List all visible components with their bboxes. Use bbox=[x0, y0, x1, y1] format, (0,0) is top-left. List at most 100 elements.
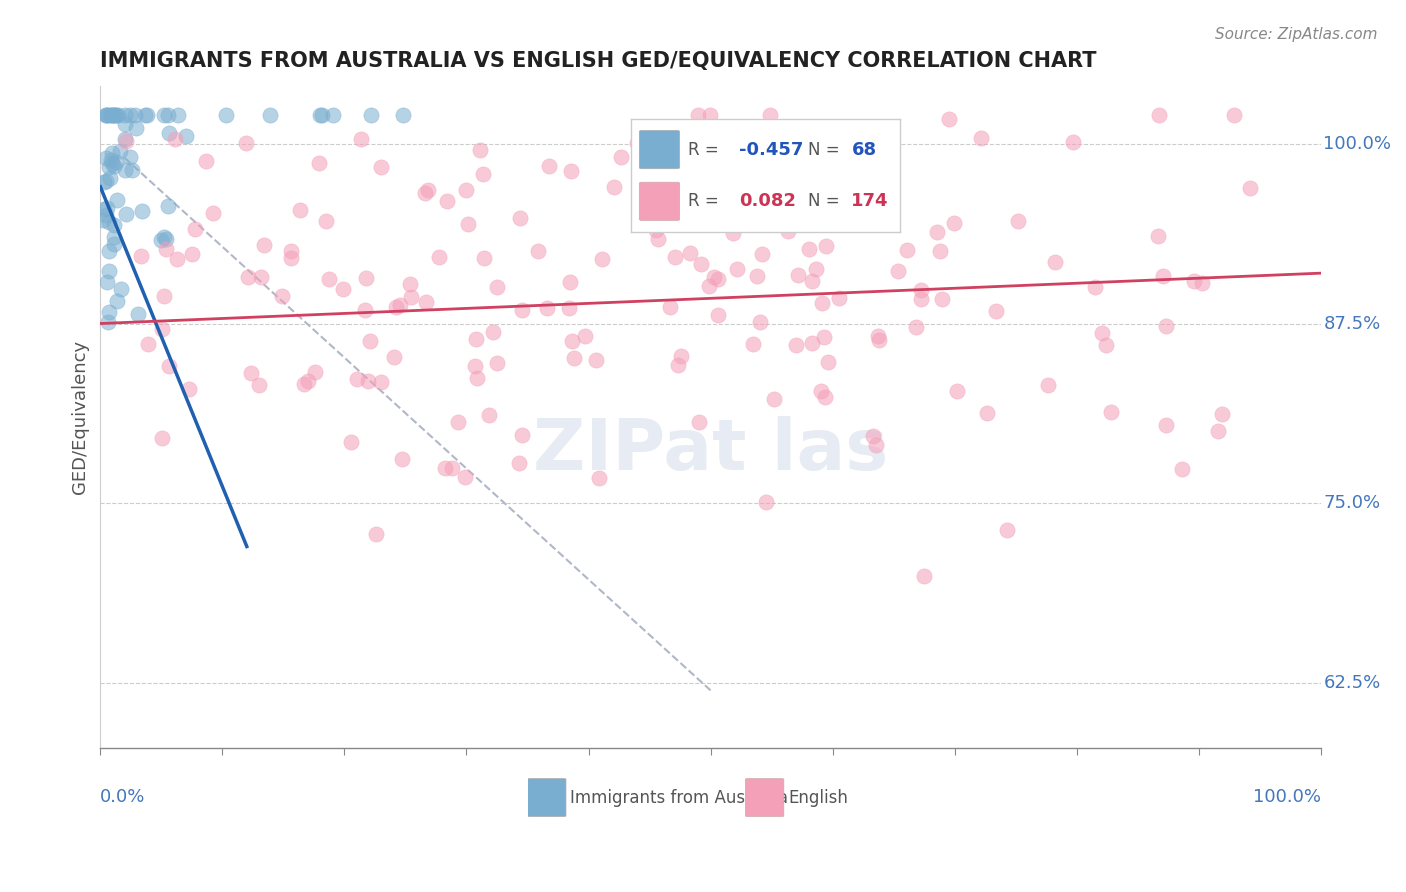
Point bbox=[585, 352, 607, 367]
Point bbox=[725, 262, 748, 277]
Point bbox=[1091, 326, 1114, 340]
Point bbox=[131, 203, 153, 218]
Point bbox=[560, 275, 582, 289]
Point bbox=[215, 108, 238, 122]
Point bbox=[910, 292, 932, 306]
Point bbox=[101, 108, 124, 122]
Point bbox=[156, 108, 179, 122]
Point bbox=[664, 250, 686, 264]
Point bbox=[94, 208, 117, 222]
Point bbox=[96, 151, 118, 165]
Point bbox=[560, 164, 582, 178]
Point bbox=[94, 108, 117, 122]
Point bbox=[1211, 407, 1233, 421]
Point bbox=[311, 108, 333, 122]
Point bbox=[103, 230, 125, 244]
Point bbox=[866, 329, 889, 343]
Point bbox=[332, 282, 354, 296]
Point bbox=[938, 112, 960, 126]
Point bbox=[259, 108, 281, 122]
Point bbox=[817, 355, 839, 369]
Text: 100.0%: 100.0% bbox=[1323, 135, 1392, 153]
Point bbox=[828, 291, 851, 305]
Point bbox=[155, 243, 177, 257]
Point bbox=[815, 174, 838, 188]
Point bbox=[441, 461, 464, 475]
Point bbox=[195, 153, 218, 168]
Point bbox=[658, 300, 681, 314]
Point bbox=[135, 108, 157, 122]
Point bbox=[280, 244, 302, 258]
Point bbox=[174, 129, 197, 144]
Point bbox=[399, 290, 422, 304]
Point bbox=[427, 250, 450, 264]
Point bbox=[150, 322, 173, 336]
Point bbox=[96, 201, 118, 215]
Point bbox=[465, 371, 488, 385]
Point bbox=[253, 238, 276, 252]
Point bbox=[742, 336, 765, 351]
Point bbox=[97, 315, 120, 329]
Point bbox=[591, 252, 613, 266]
Point bbox=[943, 216, 966, 230]
Point bbox=[697, 279, 720, 293]
Point bbox=[470, 143, 492, 157]
Point bbox=[508, 456, 530, 470]
Point bbox=[486, 356, 509, 370]
Point bbox=[486, 280, 509, 294]
Point bbox=[103, 219, 125, 233]
Point bbox=[322, 108, 344, 122]
Point bbox=[815, 238, 838, 252]
Point bbox=[165, 132, 187, 146]
Point bbox=[297, 374, 319, 388]
Point bbox=[271, 289, 294, 303]
Point bbox=[776, 224, 799, 238]
Point bbox=[166, 252, 188, 266]
Point bbox=[136, 336, 159, 351]
Point bbox=[114, 131, 136, 145]
Point bbox=[602, 179, 624, 194]
Point bbox=[250, 270, 273, 285]
Point bbox=[413, 186, 436, 201]
Point bbox=[91, 213, 114, 227]
Point bbox=[482, 325, 505, 339]
Point bbox=[391, 108, 413, 122]
Point bbox=[706, 272, 728, 286]
Point bbox=[96, 108, 118, 122]
Point bbox=[703, 270, 725, 285]
Point bbox=[862, 428, 884, 442]
Point bbox=[166, 108, 188, 122]
Point bbox=[1036, 378, 1059, 392]
Point bbox=[97, 244, 120, 258]
Point bbox=[912, 569, 935, 583]
Point bbox=[561, 334, 583, 348]
Point bbox=[509, 211, 531, 226]
Point bbox=[875, 205, 897, 219]
Point bbox=[688, 415, 710, 429]
Point bbox=[152, 230, 174, 244]
Point bbox=[1206, 424, 1229, 438]
Point bbox=[115, 207, 138, 221]
Point bbox=[125, 120, 148, 135]
Point bbox=[388, 298, 411, 312]
Point bbox=[359, 334, 381, 348]
Text: 100.0%: 100.0% bbox=[1253, 788, 1320, 805]
Point bbox=[763, 392, 786, 406]
Point bbox=[868, 333, 890, 347]
Point bbox=[370, 375, 392, 389]
Point bbox=[181, 247, 204, 261]
Point bbox=[564, 351, 586, 365]
Point bbox=[662, 215, 685, 229]
Point bbox=[472, 167, 495, 181]
Point bbox=[454, 469, 477, 483]
Point bbox=[1099, 405, 1122, 419]
Point bbox=[105, 193, 128, 207]
Point bbox=[340, 435, 363, 450]
Point bbox=[690, 257, 713, 271]
Point bbox=[308, 156, 330, 170]
Point bbox=[104, 108, 127, 122]
Point bbox=[114, 163, 136, 178]
Point bbox=[391, 451, 413, 466]
Point bbox=[315, 214, 337, 228]
Point bbox=[97, 305, 120, 319]
